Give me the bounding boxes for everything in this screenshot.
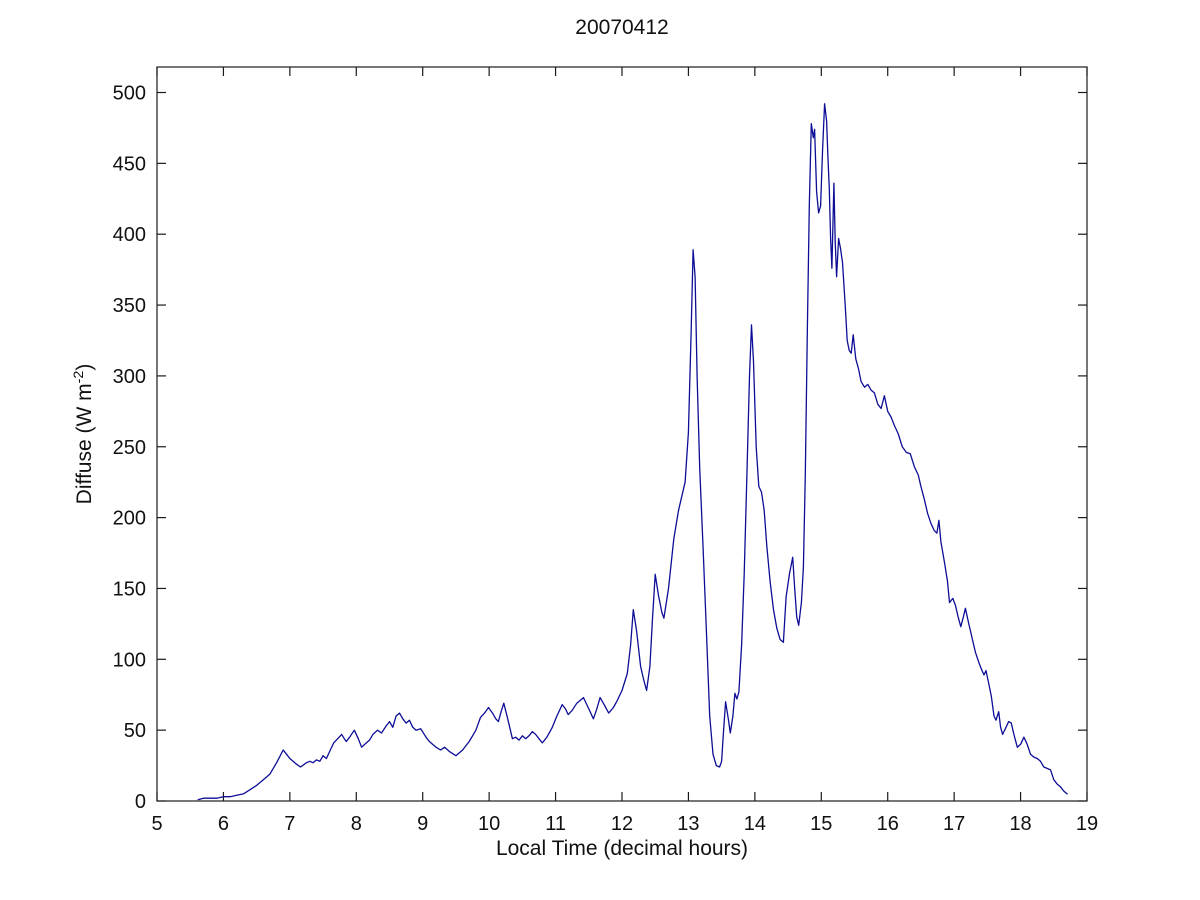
y-axis-label-close: ): [73, 363, 96, 371]
y-tick-label: 450: [113, 153, 146, 175]
x-tick-label: 6: [218, 813, 229, 835]
y-tick-label: 350: [113, 295, 146, 317]
y-tick-label: 100: [113, 649, 146, 671]
x-tick-label: 8: [351, 813, 362, 835]
y-tick-label: 300: [113, 366, 146, 388]
diffuse-line: [197, 103, 1068, 801]
y-tick-label: 0: [135, 791, 146, 813]
x-tick-label: 17: [943, 813, 965, 835]
x-tick-label: 5: [151, 813, 162, 835]
x-tick-label: 19: [1076, 813, 1098, 835]
y-tick-label: 50: [124, 720, 146, 742]
x-tick-label: 16: [877, 813, 899, 835]
y-axis-label: Diffuse (W m-2): [71, 364, 97, 505]
y-tick-label: 200: [113, 508, 146, 530]
x-tick-label: 7: [284, 813, 295, 835]
chart-title: 20070412: [575, 16, 669, 39]
x-tick-label: 12: [611, 813, 633, 835]
x-tick-label: 11: [545, 813, 566, 835]
x-tick-label: 18: [1009, 813, 1031, 835]
y-tick-label: 400: [113, 224, 146, 246]
x-tick-label: 9: [417, 813, 428, 835]
x-tick-label: 13: [677, 813, 699, 835]
y-tick-label: 500: [113, 83, 146, 105]
y-tick-label: 250: [113, 437, 146, 459]
x-tick-label: 10: [478, 813, 500, 835]
y-axis-label-text: Diffuse (W m: [73, 383, 96, 505]
x-tick-label: 14: [744, 813, 766, 835]
x-tick-label: 15: [810, 813, 832, 835]
y-axis-label-superscript: -2: [71, 370, 87, 384]
y-tick-label: 150: [113, 578, 146, 600]
x-axis-label: Local Time (decimal hours): [495, 837, 749, 860]
